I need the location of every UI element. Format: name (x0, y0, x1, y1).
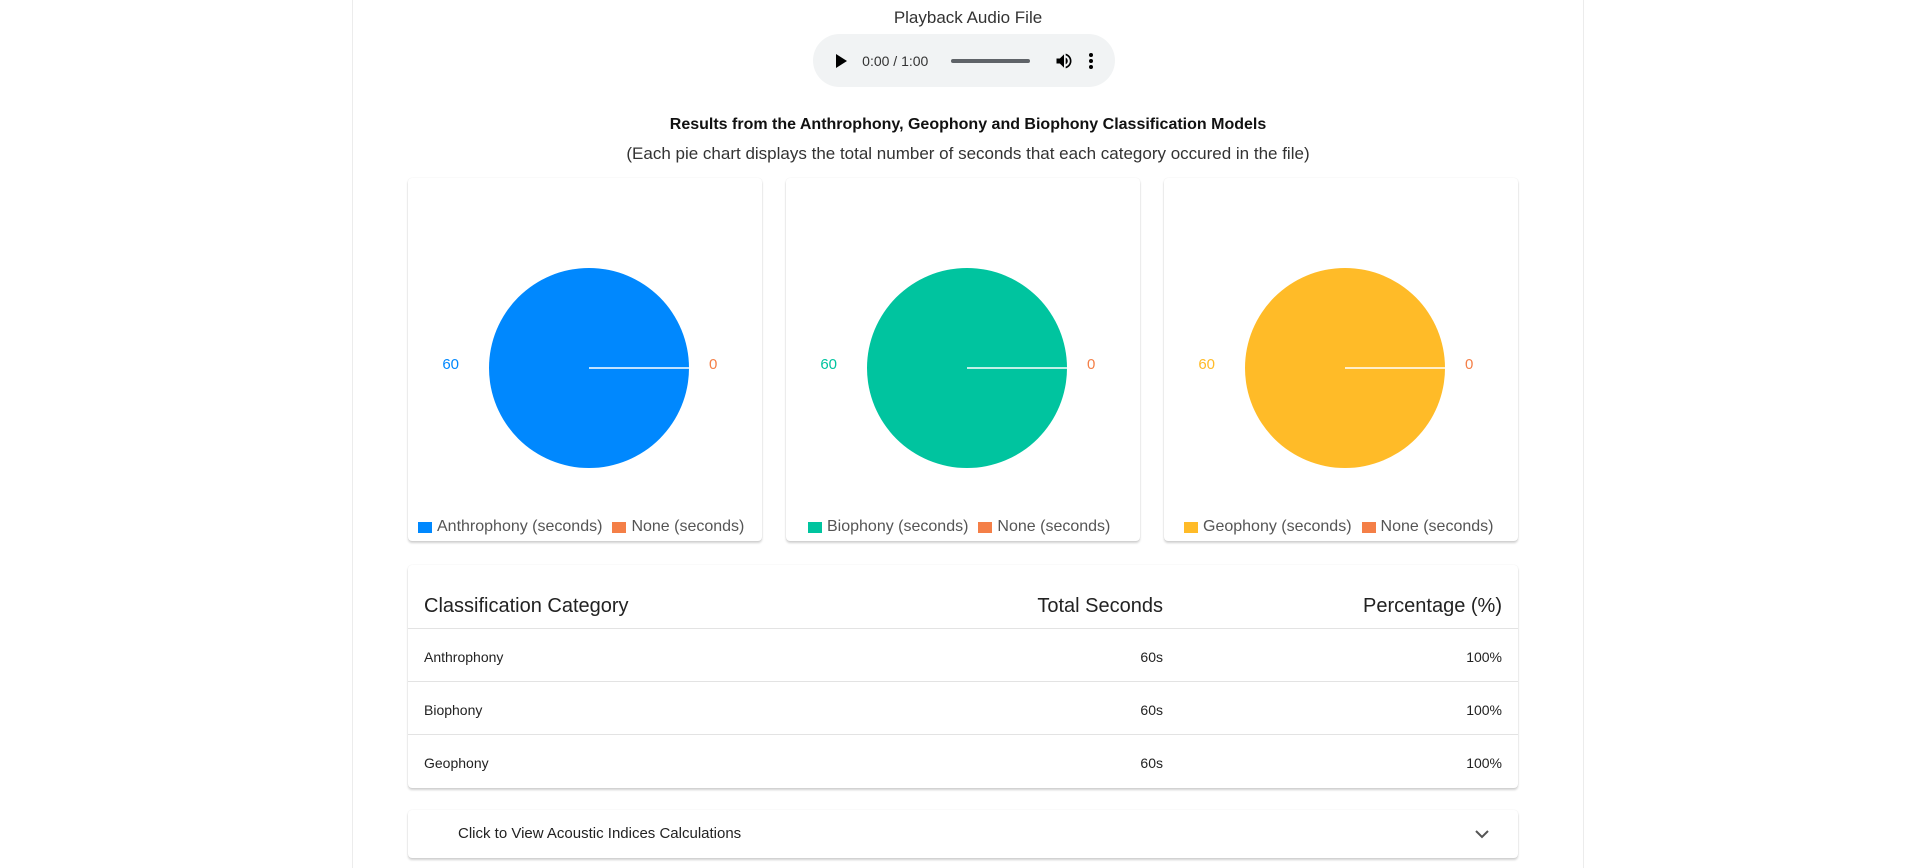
legend-item-none[interactable]: None (seconds) (1361, 518, 1494, 536)
legend-item-biophony[interactable]: Biophony (seconds) (808, 518, 968, 536)
pie-data-label: 60 (1198, 356, 1215, 373)
category-cell: Anthrophony (424, 649, 504, 665)
pie-data-label: 60 (442, 356, 459, 373)
classification-table: Classification Category Total Seconds Pe… (408, 565, 1518, 788)
legend-label: Biophony (seconds) (827, 518, 969, 535)
seconds-cell: 60s (1140, 755, 1163, 771)
legend-swatch (808, 521, 822, 533)
anthrophony-legend: Anthrophony (seconds) None (seconds) (418, 518, 754, 536)
pie-data-label: 0 (1087, 356, 1095, 373)
chevron-down-icon[interactable] (1472, 824, 1492, 844)
accordion-label: Click to View Acoustic Indices Calculati… (458, 825, 742, 842)
legend-swatch (1184, 521, 1198, 533)
legend-swatch (418, 521, 432, 533)
playback-progress-slider[interactable] (951, 58, 1031, 63)
pie-data-label: 0 (1465, 356, 1473, 373)
geophony-legend: Geophony (seconds) None (seconds) (1184, 518, 1503, 536)
biophony-pie-card: 60 0 Biophony (seconds) None (seconds) (786, 178, 1140, 541)
pie-data-label: 0 (709, 356, 717, 373)
table-row: Geophony 60s 100% (408, 734, 1518, 788)
seconds-cell: 60s (1140, 702, 1163, 718)
legend-swatch (612, 521, 627, 533)
header-classification-category: Classification Category (424, 595, 629, 617)
playback-time: 0:00 / 1:00 (862, 52, 929, 69)
legend-label: Anthrophony (seconds) (437, 518, 603, 535)
geophony-pie-chart: 60 0 (1198, 268, 1473, 468)
header-total-seconds: Total Seconds (1037, 595, 1163, 617)
legend-item-geophony[interactable]: Geophony (seconds) (1184, 518, 1352, 536)
percentage-cell: 100% (1466, 702, 1502, 718)
results-title: Results from the Anthrophony, Geophony a… (669, 116, 1267, 133)
percentage-cell: 100% (1466, 755, 1502, 771)
seconds-cell: 60s (1140, 649, 1163, 665)
results-subtitle: (Each pie chart displays the total numbe… (626, 144, 1310, 163)
volume-icon[interactable] (1052, 49, 1075, 73)
table-row: Anthrophony 60s 100% (408, 628, 1518, 682)
legend-label: None (seconds) (631, 518, 745, 535)
acoustic-indices-accordion[interactable]: Click to View Acoustic Indices Calculati… (408, 810, 1518, 858)
category-cell: Geophony (424, 755, 489, 771)
anthrophony-pie-card: 60 0 Anthrophony (seconds) None (seconds) (408, 178, 762, 541)
legend-item-none[interactable]: None (seconds) (978, 518, 1110, 536)
play-icon[interactable] (829, 49, 852, 73)
biophony-legend: Biophony (seconds) None (seconds) (808, 518, 1120, 536)
audio-player[interactable]: 0:00 / 1:00 (813, 34, 1115, 87)
main-container: Playback Audio File 0:00 / 1:00 Results … (352, 0, 1584, 868)
legend-item-anthrophony[interactable]: Anthrophony (seconds) (418, 518, 602, 536)
more-vert-icon[interactable] (1084, 49, 1099, 73)
playback-label: Playback Audio File (893, 8, 1043, 27)
category-cell: Biophony (424, 702, 483, 718)
table-row: Biophony 60s 100% (408, 681, 1518, 735)
legend-swatch (1361, 521, 1376, 533)
legend-label: None (seconds) (1380, 518, 1494, 535)
legend-label: None (seconds) (997, 518, 1111, 535)
percentage-cell: 100% (1466, 649, 1502, 665)
legend-swatch (978, 521, 993, 533)
biophony-pie-chart: 60 0 (820, 268, 1095, 468)
pie-data-label: 60 (820, 356, 837, 373)
geophony-pie-card: 60 0 Geophony (seconds) None (seconds) (1164, 178, 1518, 541)
legend-item-none[interactable]: None (seconds) (612, 518, 744, 536)
legend-label: Geophony (seconds) (1203, 518, 1352, 535)
header-percentage: Percentage (%) (1363, 595, 1502, 617)
anthrophony-pie-chart: 60 0 (442, 268, 717, 468)
